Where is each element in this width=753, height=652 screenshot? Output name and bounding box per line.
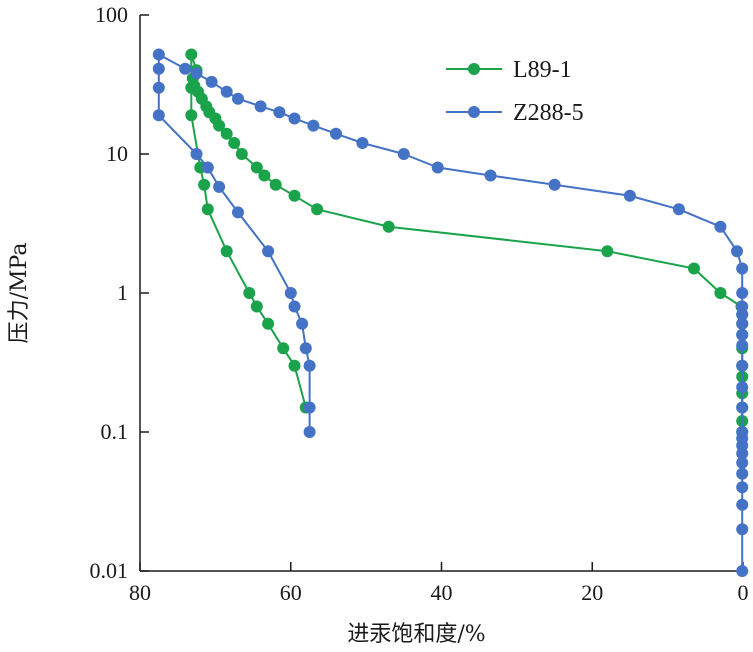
data-point (307, 119, 320, 132)
data-point (714, 287, 727, 299)
y-tick-label: 0.01 (90, 558, 129, 583)
legend-marker (468, 63, 480, 75)
data-point (273, 106, 286, 119)
data-point (243, 287, 256, 299)
data-point (548, 178, 561, 191)
x-tick-label: 40 (431, 580, 453, 605)
x-tick-label: 60 (280, 580, 302, 605)
data-point (311, 203, 324, 216)
data-point (303, 426, 316, 438)
data-point (185, 48, 198, 61)
data-point (232, 92, 244, 105)
data-point (179, 62, 192, 75)
data-point (736, 401, 749, 414)
data-point (736, 426, 749, 438)
data-point (382, 220, 395, 233)
data-point (198, 178, 211, 191)
data-point (736, 339, 749, 352)
data-point (736, 262, 749, 275)
x-tick-label: 0 (738, 580, 749, 605)
data-point (484, 169, 497, 182)
data-point (736, 300, 749, 313)
data-point (284, 287, 297, 299)
data-point (714, 220, 727, 233)
data-point (303, 359, 316, 372)
x-tick-label: 80 (129, 580, 151, 605)
series-layer (152, 48, 749, 577)
legend-marker (468, 106, 480, 118)
x-axis-title: 进汞饱和度/% (347, 622, 485, 647)
data-point (356, 137, 369, 149)
data-point (736, 498, 749, 511)
data-point (262, 245, 275, 258)
data-point (213, 180, 226, 193)
data-point (232, 206, 244, 219)
data-point (250, 300, 263, 313)
y-tick-label: 0.1 (101, 419, 129, 444)
data-point (288, 359, 301, 372)
data-point (220, 85, 233, 98)
data-point (731, 245, 743, 258)
data-point (201, 203, 214, 216)
x-tick-label: 20 (581, 580, 603, 605)
data-point (185, 81, 198, 94)
data-point (431, 161, 444, 174)
data-point (277, 342, 290, 355)
data-point (397, 148, 410, 160)
data-point (190, 67, 203, 80)
data-point (736, 287, 749, 299)
data-point (152, 48, 165, 61)
data-point (303, 401, 316, 414)
y-tick-label: 10 (106, 141, 128, 166)
data-point (672, 203, 685, 216)
data-point (330, 127, 342, 140)
data-point (205, 75, 218, 88)
data-point (288, 300, 301, 313)
data-point (190, 148, 203, 160)
data-point (201, 161, 214, 174)
data-point (228, 137, 241, 149)
data-point (623, 189, 636, 202)
data-point (152, 109, 165, 122)
data-point (262, 317, 275, 330)
series-L89-1 (185, 48, 749, 438)
data-point (736, 456, 749, 469)
y-tick-label: 1 (117, 280, 128, 305)
data-point (601, 245, 614, 258)
data-point (250, 161, 263, 174)
data-point (736, 565, 749, 577)
y-tick-label: 100 (95, 2, 128, 27)
legend-label: Z288-5 (513, 100, 584, 126)
data-point (235, 148, 248, 160)
legend: L89-1 Z288-5 (446, 57, 584, 126)
data-point (736, 523, 749, 536)
data-point (254, 100, 267, 113)
data-point (299, 342, 312, 355)
data-point (736, 481, 749, 494)
data-point (269, 178, 282, 191)
data-point (296, 317, 309, 330)
data-point (288, 112, 301, 125)
data-point (185, 109, 198, 122)
data-point (736, 381, 749, 394)
legend-label: L89-1 (513, 57, 572, 83)
data-point (220, 245, 233, 258)
data-point (152, 81, 165, 94)
data-point (736, 317, 749, 330)
data-point (152, 62, 165, 75)
data-point (736, 328, 749, 341)
series-Z288-5 (152, 48, 749, 577)
data-point (220, 127, 233, 140)
data-point (688, 262, 700, 275)
data-point (258, 169, 271, 182)
data-point (736, 467, 749, 480)
data-point (736, 359, 749, 372)
series-line (157, 53, 744, 571)
y-axis-title: 压力/MPa (7, 243, 32, 344)
data-point (288, 189, 301, 202)
